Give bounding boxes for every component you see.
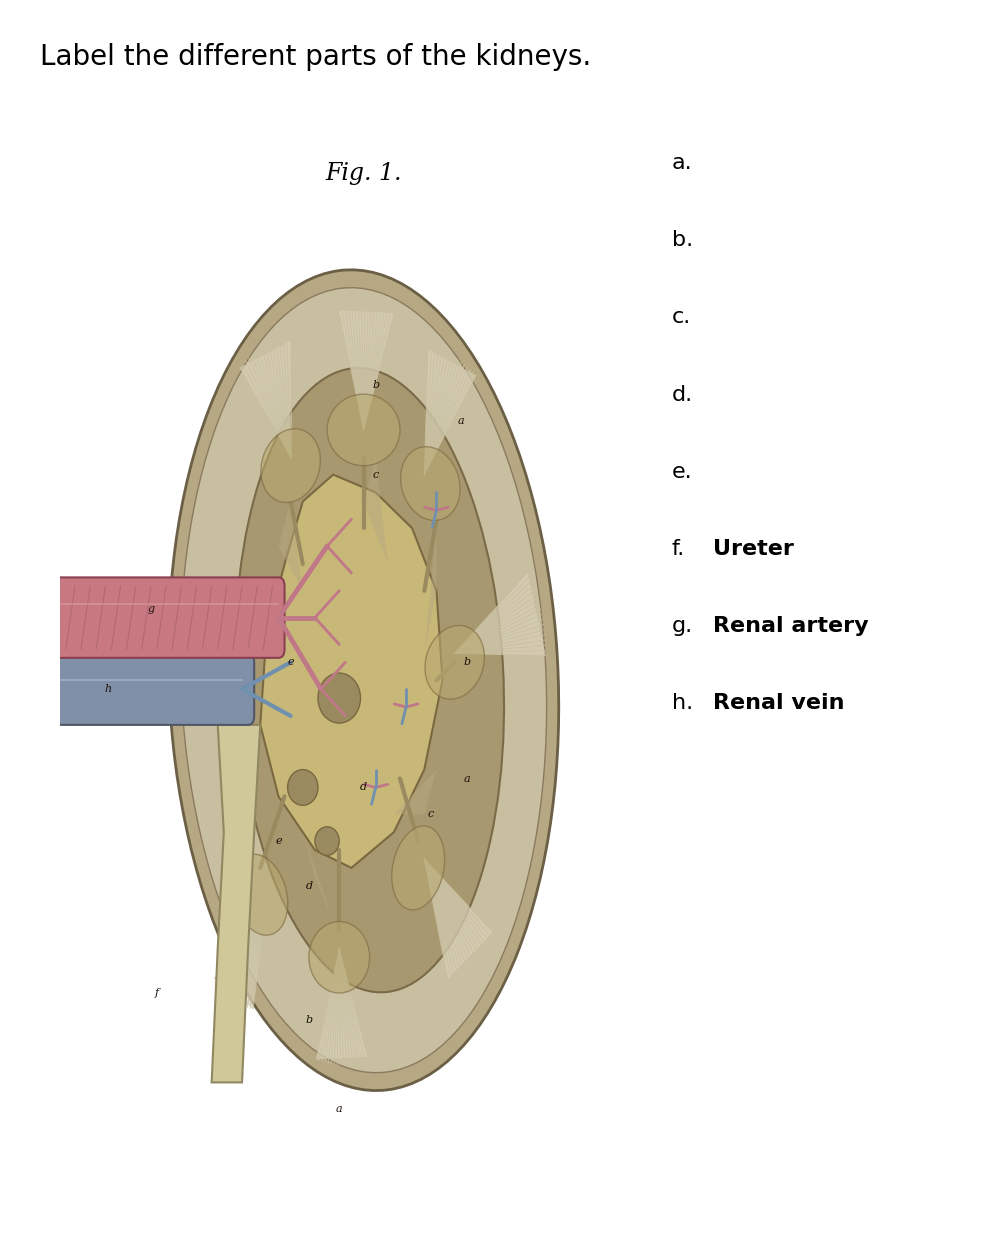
Polygon shape (214, 904, 266, 1009)
Polygon shape (454, 573, 546, 656)
Text: e: e (275, 836, 282, 846)
Ellipse shape (315, 827, 340, 856)
Polygon shape (260, 475, 442, 868)
Text: b: b (306, 1014, 313, 1024)
Polygon shape (364, 456, 387, 564)
Ellipse shape (318, 673, 361, 723)
Text: b.: b. (672, 231, 693, 250)
Polygon shape (339, 310, 394, 430)
Text: c: c (373, 470, 378, 480)
Text: a.: a. (672, 153, 692, 172)
Text: e: e (287, 657, 294, 667)
Polygon shape (316, 949, 368, 1059)
FancyBboxPatch shape (42, 653, 254, 725)
Ellipse shape (180, 288, 547, 1073)
Text: a: a (336, 1105, 343, 1115)
Text: d.: d. (672, 384, 693, 404)
Text: g: g (147, 604, 154, 614)
Polygon shape (303, 832, 333, 921)
Ellipse shape (391, 826, 444, 910)
Ellipse shape (327, 394, 400, 466)
Ellipse shape (168, 270, 559, 1090)
Text: h: h (105, 684, 112, 694)
Ellipse shape (261, 429, 321, 502)
Text: b: b (463, 657, 470, 667)
Text: f.: f. (672, 539, 685, 559)
Polygon shape (279, 501, 303, 590)
Text: Ureter: Ureter (713, 539, 794, 559)
Polygon shape (424, 859, 493, 980)
Polygon shape (393, 770, 436, 815)
Polygon shape (424, 528, 436, 653)
Text: c: c (427, 810, 433, 820)
Text: Label the different parts of the kidneys.: Label the different parts of the kidneys… (40, 43, 591, 72)
Ellipse shape (425, 625, 484, 699)
Text: a: a (457, 415, 464, 427)
Text: e.: e. (672, 461, 692, 481)
FancyBboxPatch shape (42, 578, 285, 658)
Text: c.: c. (672, 308, 691, 327)
Text: b: b (373, 381, 379, 391)
Text: a: a (463, 774, 470, 784)
Text: f: f (155, 988, 159, 998)
Text: Fig. 1.: Fig. 1. (326, 161, 401, 185)
Ellipse shape (235, 368, 504, 992)
Text: g.: g. (672, 616, 693, 636)
Text: d: d (306, 880, 313, 890)
Ellipse shape (309, 921, 370, 993)
Polygon shape (424, 350, 476, 475)
Polygon shape (212, 725, 260, 1083)
Text: Renal vein: Renal vein (713, 693, 845, 713)
Ellipse shape (233, 854, 288, 935)
Text: d: d (360, 782, 368, 792)
Text: h.: h. (672, 693, 693, 713)
Ellipse shape (288, 770, 318, 805)
Ellipse shape (400, 446, 460, 521)
Polygon shape (240, 341, 291, 456)
Text: Renal artery: Renal artery (713, 616, 869, 636)
